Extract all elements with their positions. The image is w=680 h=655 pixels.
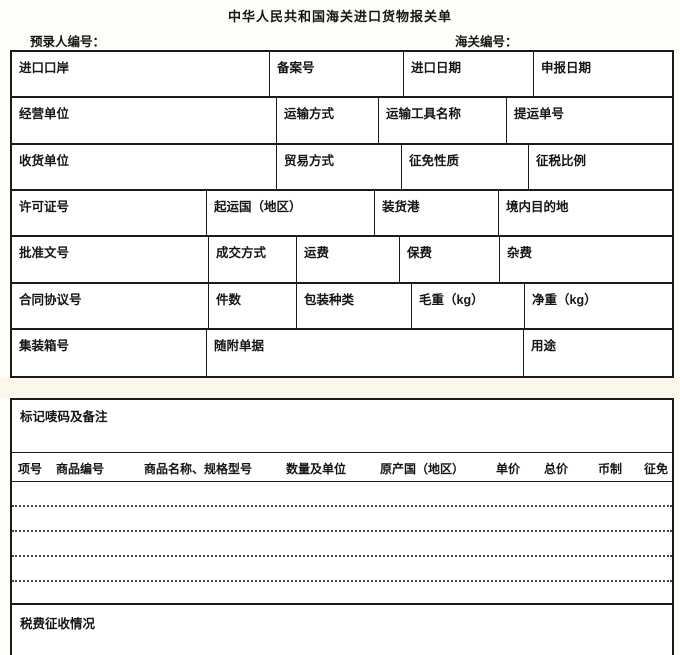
cell-package-count: 件数 xyxy=(209,284,297,328)
cell-label: 随附单据 xyxy=(214,339,265,353)
cell-label: 件数 xyxy=(216,293,242,307)
cell-label: 运费 xyxy=(304,246,330,260)
table-row: 进口口岸 备案号 进口日期 申报日期 xyxy=(12,52,672,98)
cell-freight: 运费 xyxy=(297,237,400,282)
cell-tax-rate: 征税比例 xyxy=(529,145,672,189)
items-blank-rows xyxy=(12,482,672,603)
blank-item-row xyxy=(12,532,672,557)
cell-bill-of-lading-no: 提运单号 xyxy=(507,98,672,143)
cell-attached-documents: 随附单据 xyxy=(207,330,524,376)
cell-label: 申报日期 xyxy=(541,61,592,75)
cell-net-weight: 净重（kg） xyxy=(525,284,672,328)
cell-license-no: 许可证号 xyxy=(12,191,207,235)
cell-label: 经营单位 xyxy=(19,107,70,121)
cell-transaction-mode: 成交方式 xyxy=(209,237,297,282)
cell-label: 成交方式 xyxy=(216,246,267,260)
cell-transport-mode: 运输方式 xyxy=(277,98,379,143)
cell-label: 批准文号 xyxy=(19,246,70,260)
cell-container-no: 集装箱号 xyxy=(12,330,207,376)
cell-label: 起运国（地区） xyxy=(214,200,302,214)
tax-collection-cell: 税费征收情况 xyxy=(12,603,672,655)
blank-item-row xyxy=(12,482,672,507)
cell-label: 进口日期 xyxy=(411,61,462,75)
marks-and-remarks-cell: 标记唛码及备注 xyxy=(12,400,672,453)
form-title: 中华人民共和国海关进口货物报关单 xyxy=(227,9,452,24)
cell-label: 集装箱号 xyxy=(19,339,70,353)
cell-label: 备案号 xyxy=(277,61,315,75)
cell-contract-no: 合同协议号 xyxy=(12,284,209,328)
items-header-unit-price: 单价 xyxy=(496,462,521,476)
cell-label: 杂费 xyxy=(507,246,533,260)
marks-and-remarks-label: 标记唛码及备注 xyxy=(20,410,108,424)
cell-label: 用途 xyxy=(531,339,557,353)
cell-label: 包装种类 xyxy=(304,293,355,307)
goods-items-table: 标记唛码及备注 项号 商品编号 商品名称、规格型号 数量及单位 原产国（地区） … xyxy=(10,398,674,655)
cell-operating-unit: 经营单位 xyxy=(12,98,277,143)
items-header-commodity-code: 商品编号 xyxy=(56,462,105,476)
cell-label: 毛重（kg） xyxy=(419,293,484,307)
cell-label: 运输工具名称 xyxy=(386,107,462,121)
blank-item-row xyxy=(12,557,672,582)
cell-misc-fees: 杂费 xyxy=(500,237,672,282)
cell-label: 合同协议号 xyxy=(19,293,82,307)
cell-consignee-unit: 收货单位 xyxy=(12,145,277,189)
cell-declare-date: 申报日期 xyxy=(534,52,672,96)
items-header-total-price: 总价 xyxy=(544,462,569,476)
cell-label: 境内目的地 xyxy=(506,200,569,214)
items-header-levy-exempt: 征免 xyxy=(644,462,669,476)
table-row: 经营单位 运输方式 运输工具名称 提运单号 xyxy=(12,98,672,145)
table-row: 许可证号 起运国（地区） 装货港 境内目的地 xyxy=(12,191,672,237)
cell-domestic-destination: 境内目的地 xyxy=(499,191,672,235)
cell-label: 征税比例 xyxy=(536,154,587,168)
table-row: 收货单位 贸易方式 征免性质 征税比例 xyxy=(12,145,672,191)
cell-label: 运输方式 xyxy=(284,107,335,121)
cell-package-type: 包装种类 xyxy=(297,284,412,328)
items-header-row: 项号 商品编号 商品名称、规格型号 数量及单位 原产国（地区） 单价 总价 币制… xyxy=(12,453,672,482)
table-row: 集装箱号 随附单据 用途 xyxy=(12,330,672,376)
table-row: 合同协议号 件数 包装种类 毛重（kg） 净重（kg） xyxy=(12,284,672,330)
cell-trade-mode: 贸易方式 xyxy=(277,145,402,189)
cell-label: 提运单号 xyxy=(514,107,565,121)
tax-collection-label: 税费征收情况 xyxy=(20,617,96,631)
cell-label: 进口口岸 xyxy=(19,61,70,75)
items-header-item-no: 项号 xyxy=(18,462,43,476)
cell-label: 贸易方式 xyxy=(284,154,335,168)
cell-approval-doc-no: 批准文号 xyxy=(12,237,209,282)
cell-record-no: 备案号 xyxy=(270,52,404,96)
section-gap xyxy=(0,378,680,398)
items-header-commodity-name-spec: 商品名称、规格型号 xyxy=(144,462,253,476)
cell-transport-vehicle-name: 运输工具名称 xyxy=(379,98,507,143)
items-header-quantity-unit: 数量及单位 xyxy=(286,462,347,476)
table-row: 批准文号 成交方式 运费 保费 杂费 xyxy=(12,237,672,284)
cell-import-port: 进口口岸 xyxy=(12,52,270,96)
items-header-origin-country: 原产国（地区） xyxy=(380,462,465,476)
cell-levy-exempt-nature: 征免性质 xyxy=(402,145,529,189)
cell-departure-country: 起运国（地区） xyxy=(207,191,375,235)
cell-label: 许可证号 xyxy=(19,200,70,214)
cell-label: 装货港 xyxy=(382,200,420,214)
cell-gross-weight: 毛重（kg） xyxy=(412,284,525,328)
cell-import-date: 进口日期 xyxy=(404,52,534,96)
cell-loading-port: 装货港 xyxy=(375,191,499,235)
cell-insurance: 保费 xyxy=(400,237,500,282)
main-info-table: 进口口岸 备案号 进口日期 申报日期 经营单位 运输方式 运输工具名称 提运单号… xyxy=(10,50,674,378)
items-header-currency: 币制 xyxy=(598,462,623,476)
cell-label: 保费 xyxy=(407,246,433,260)
cell-label: 净重（kg） xyxy=(532,293,597,307)
pre-entry-number-label: 预录人编号： xyxy=(30,35,106,49)
customs-number-label: 海关编号： xyxy=(455,35,518,49)
cell-purpose: 用途 xyxy=(524,330,672,376)
cell-label: 收货单位 xyxy=(19,154,70,168)
cell-label: 征免性质 xyxy=(409,154,460,168)
blank-item-row xyxy=(12,507,672,532)
